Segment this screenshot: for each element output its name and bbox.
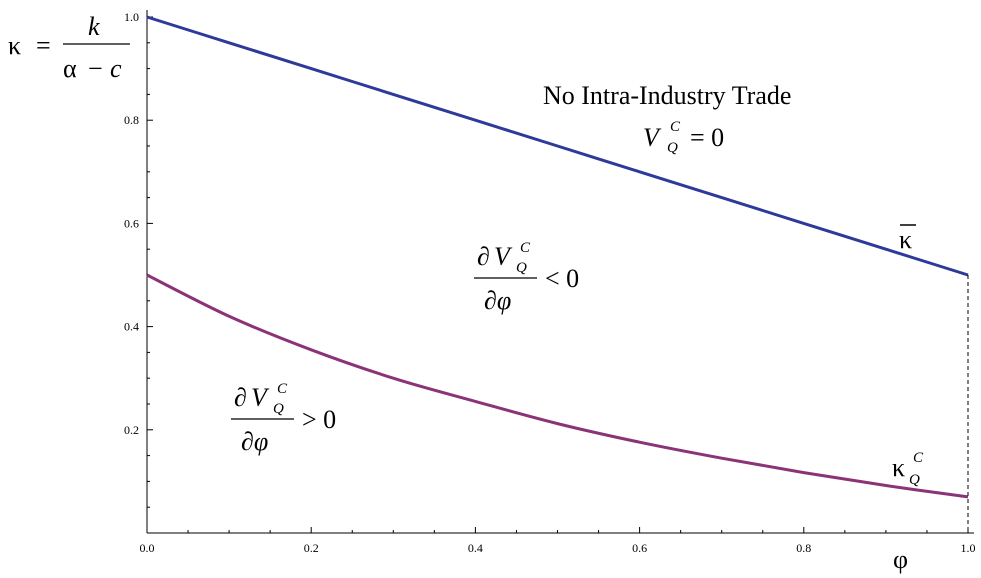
low-rel: > 0 [302, 405, 336, 434]
annotation-no-trade: No Intra-Industry Trade [543, 81, 791, 110]
x-tick-label: 0.0 [140, 541, 155, 555]
mid-den: ∂φ [484, 286, 511, 315]
kappa-bar-text: κ [899, 225, 912, 254]
y-ticks: 0.2 0.4 0.6 0.8 1.0 [124, 10, 153, 508]
label-kappa-bar: κ [899, 224, 916, 254]
mid-sup: C [520, 240, 531, 256]
x-tick-label: 0.2 [304, 541, 319, 555]
ylabel-equals: = [36, 31, 51, 60]
annotation-middle-region: ∂ V Q C ∂φ < 0 [474, 240, 579, 315]
x-ticks: 0.0 0.2 0.4 0.6 0.8 1.0 [140, 527, 976, 555]
no-trade-V: V [643, 123, 662, 152]
annotation-lower-region: ∂ V Q C ∂φ > 0 [231, 381, 336, 456]
low-den: ∂φ [241, 427, 268, 456]
ylabel-minus: − [88, 54, 103, 83]
annotation-no-trade-eq: V Q C = 0 [643, 119, 724, 156]
low-sub: Q [273, 401, 284, 417]
series-line-kappa-q [146, 273, 969, 499]
series-line-kappa-bar [146, 15, 969, 277]
y-tick-label: 0.8 [124, 113, 139, 127]
no-trade-rest: = 0 [690, 123, 724, 152]
mid-V: V [494, 242, 513, 271]
y-tick-label: 0.4 [124, 320, 139, 334]
y-axis-label: κ = k α − c [8, 12, 130, 83]
mid-sub: Q [516, 260, 527, 276]
ylabel-c: c [110, 54, 122, 83]
mid-rel: < 0 [545, 264, 579, 293]
x-axis-label: φ [893, 545, 908, 574]
series-layer [146, 15, 969, 499]
x-tick-label: 0.6 [632, 541, 647, 555]
no-trade-sup: C [670, 119, 681, 135]
ylabel-alpha: α [63, 54, 77, 83]
y-tick-label: 0.2 [124, 423, 139, 437]
low-V: V [251, 383, 270, 412]
y-tick-label: 0.6 [124, 216, 139, 230]
x-tick-label: 0.4 [468, 541, 483, 555]
low-sup: C [277, 381, 288, 397]
mid-partial: ∂ [477, 242, 490, 271]
label-kappa-q: κ Q C [892, 450, 924, 488]
kappa-q-sub: Q [909, 472, 920, 488]
low-partial: ∂ [234, 383, 247, 412]
ylabel-numerator: k [88, 12, 100, 41]
axes: 0.0 0.2 0.4 0.6 0.8 1.0 0.2 0.4 0.6 0.8 1.0 [124, 10, 976, 555]
kappa-q-base: κ [892, 453, 905, 482]
kappa-q-sup: C [913, 450, 924, 466]
no-trade-sub: Q [667, 140, 678, 156]
ylabel-kappa: κ [8, 31, 21, 60]
x-tick-label: 1.0 [961, 541, 976, 555]
x-tick-label: 0.8 [796, 541, 811, 555]
y-tick-label: 1.0 [124, 10, 139, 24]
